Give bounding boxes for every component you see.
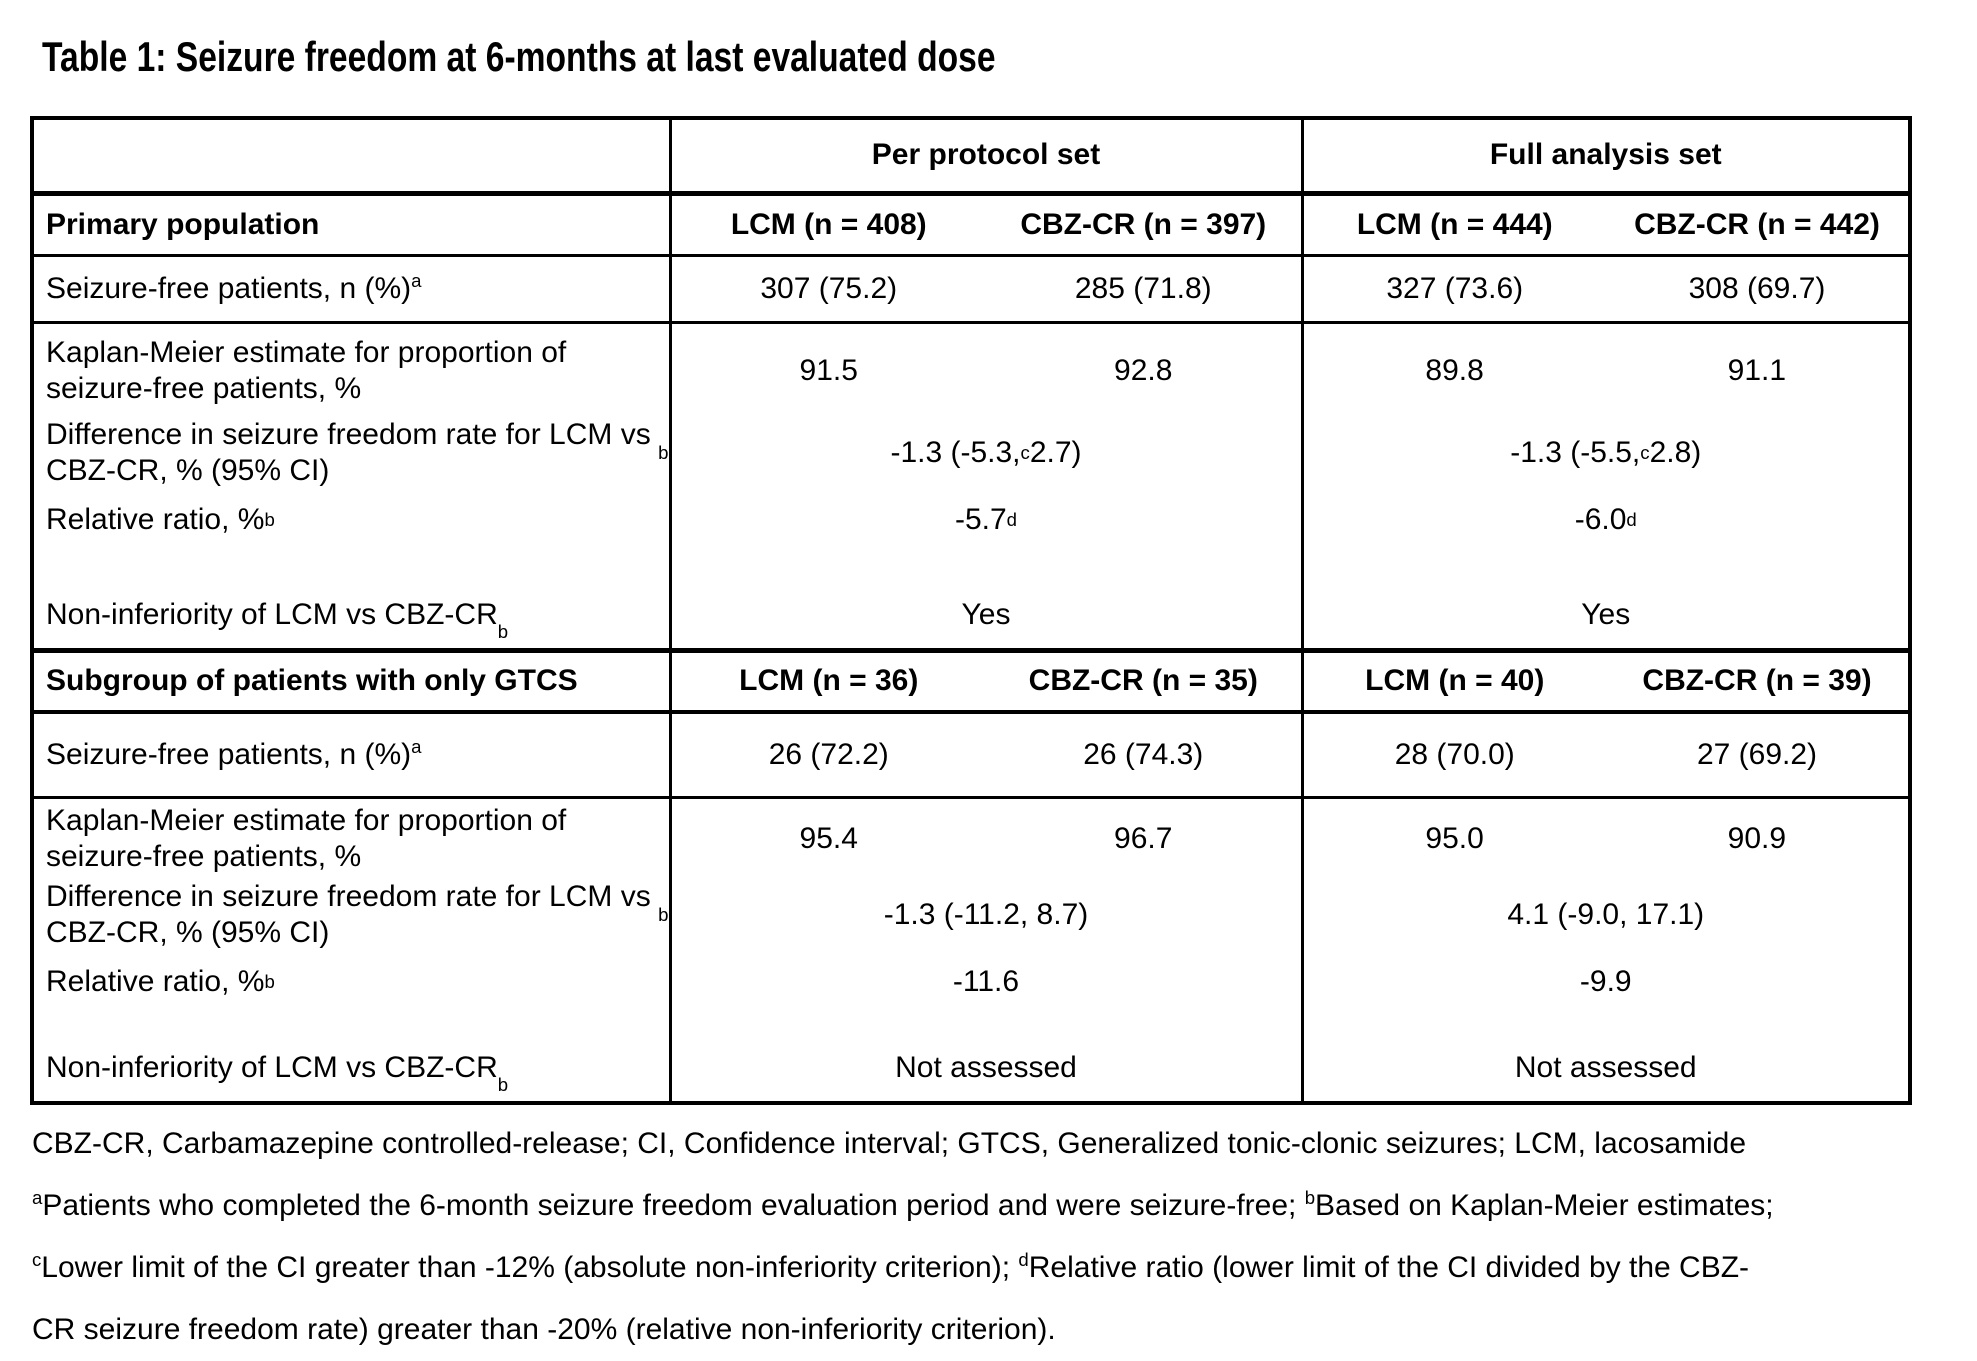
value-sub-seizure-free-fa-cbz: 27 (69.2) <box>1606 712 1910 799</box>
row-labels-subgroup-stats: Kaplan-Meier estimate for proportion of … <box>32 797 672 1103</box>
value-km-fa-lcm: 89.8 <box>1425 353 1484 387</box>
row-label-non-inferiority-subgroup: Non-inferiority of LCM vs CBZ-CR b <box>46 1050 509 1095</box>
col-header-pp-cbz: CBZ-CR (n = 397) <box>986 193 1304 257</box>
value-sub-difference-fa: 4.1 (-9.0, 17.1) <box>1507 897 1705 931</box>
row-labels-primary-stats: Kaplan-Meier estimate for proportion of … <box>32 322 672 653</box>
value-sub-seizure-free-pp-cbz: 26 (74.3) <box>986 712 1304 799</box>
row-label-seizure-free-primary: Seizure-free patients, n (%)a <box>32 255 672 324</box>
row-label-difference-primary: Difference in seizure freedom rate for L… <box>46 417 669 487</box>
value-sub-seizure-free-pp-lcm: 26 (72.2) <box>670 712 986 799</box>
col-header-fa-lcm: LCM (n = 444) <box>1302 193 1606 257</box>
value-sub-difference-pp: -1.3 (-11.2, 8.7) <box>883 897 1089 931</box>
seizure-freedom-table: Per protocol set Full analysis set Prima… <box>30 116 1912 1105</box>
value-sub-non-inferiority-pp: Not assessed <box>895 1050 1077 1084</box>
value-non-inferiority-pp: Yes <box>961 597 1011 631</box>
value-sub-relative-ratio-fa: -9.9 <box>1579 965 1632 998</box>
row-label-km-estimate-subgroup: Kaplan-Meier estimate for proportion of … <box>46 804 567 873</box>
value-km-pp-cbz: 92.8 <box>1114 353 1173 387</box>
value-seizure-free-fa-lcm: 327 (73.6) <box>1302 255 1606 324</box>
row-label-relative-ratio-subgroup: Relative ratio, % b <box>46 965 275 998</box>
value-difference-pp: -1.3 (-5.3, c 2.7) <box>890 435 1082 469</box>
value-sub-km-pp-lcm: 95.4 <box>799 822 858 855</box>
section-header-subgroup-gtcs: Subgroup of patients with only GTCS <box>32 650 672 714</box>
value-km-fa-cbz: 91.1 <box>1727 353 1787 387</box>
value-seizure-free-pp-lcm: 307 (75.2) <box>670 255 986 324</box>
corner-empty-cell <box>32 118 672 196</box>
col-header-sub-fa-cbz: CBZ-CR (n = 39) <box>1606 650 1910 714</box>
row-label-km-estimate-primary: Kaplan-Meier estimate for proportion of … <box>46 335 567 405</box>
value-sub-km-pp-cbz: 96.7 <box>1114 822 1173 855</box>
section-header-primary-population: Primary population <box>32 193 672 257</box>
header-full-analysis-set: Full analysis set <box>1302 118 1910 196</box>
value-relative-ratio-pp: -5.7 d <box>954 503 1018 536</box>
value-seizure-free-pp-cbz: 285 (71.8) <box>986 255 1304 324</box>
value-relative-ratio-fa: -6.0 d <box>1574 503 1637 536</box>
footnote-c-d-line2: CR seizure freedom rate) greater than -2… <box>32 1312 1056 1346</box>
value-sub-seizure-free-fa-lcm: 28 (70.0) <box>1302 712 1606 799</box>
value-sub-non-inferiority-fa: Not assessed <box>1514 1050 1697 1084</box>
col-header-fa-cbz: CBZ-CR (n = 442) <box>1606 193 1910 257</box>
stats-block-fa-primary: 89.8 91.1 -1.3 (-5.5, c 2.8) -6.0 d Yes <box>1302 322 1910 653</box>
row-label-non-inferiority-primary: Non-inferiority of LCM vs CBZ-CR b <box>46 597 509 642</box>
footnotes: CBZ-CR, Carbamazepine controlled-release… <box>32 1113 1977 1361</box>
footnote-a-b: aPatients who completed the 6-month seiz… <box>32 1186 1774 1222</box>
value-sub-km-fa-lcm: 95.0 <box>1425 822 1484 855</box>
col-header-sub-pp-lcm: LCM (n = 36) <box>670 650 986 714</box>
stats-block-pp-primary: 91.5 92.8 -1.3 (-5.3, c 2.7) -5.7 d Yes <box>670 322 1304 653</box>
col-header-sub-fa-lcm: LCM (n = 40) <box>1302 650 1606 714</box>
value-sub-km-fa-cbz: 90.9 <box>1727 822 1787 855</box>
row-label-relative-ratio-primary: Relative ratio, % b <box>46 503 275 536</box>
row-label-seizure-free-subgroup: Seizure-free patients, n (%)a <box>32 712 672 799</box>
col-header-sub-pp-cbz: CBZ-CR (n = 35) <box>986 650 1304 714</box>
header-per-protocol-set: Per protocol set <box>670 118 1304 196</box>
footnote-c-d-line1: cLower limit of the CI greater than -12%… <box>32 1248 1750 1284</box>
stats-block-pp-subgroup: 95.4 96.7 -1.3 (-11.2, 8.7) -11.6 Not as… <box>670 797 1304 1103</box>
value-seizure-free-fa-cbz: 308 (69.7) <box>1606 255 1910 324</box>
footnote-abbreviations: CBZ-CR, Carbamazepine controlled-release… <box>32 1126 1747 1160</box>
col-header-pp-lcm: LCM (n = 408) <box>670 193 986 257</box>
value-km-pp-lcm: 91.5 <box>799 353 858 387</box>
value-difference-fa: -1.3 (-5.5, c 2.8) <box>1510 435 1702 469</box>
value-non-inferiority-fa: Yes <box>1581 597 1631 631</box>
stats-block-fa-subgroup: 95.0 90.9 4.1 (-9.0, 17.1) -9.9 Not asse… <box>1302 797 1910 1103</box>
row-label-difference-subgroup: Difference in seizure freedom rate for L… <box>46 879 669 949</box>
table-title: Table 1: Seizure freedom at 6-months at … <box>42 33 996 80</box>
value-sub-relative-ratio-pp: -11.6 <box>952 965 1020 998</box>
